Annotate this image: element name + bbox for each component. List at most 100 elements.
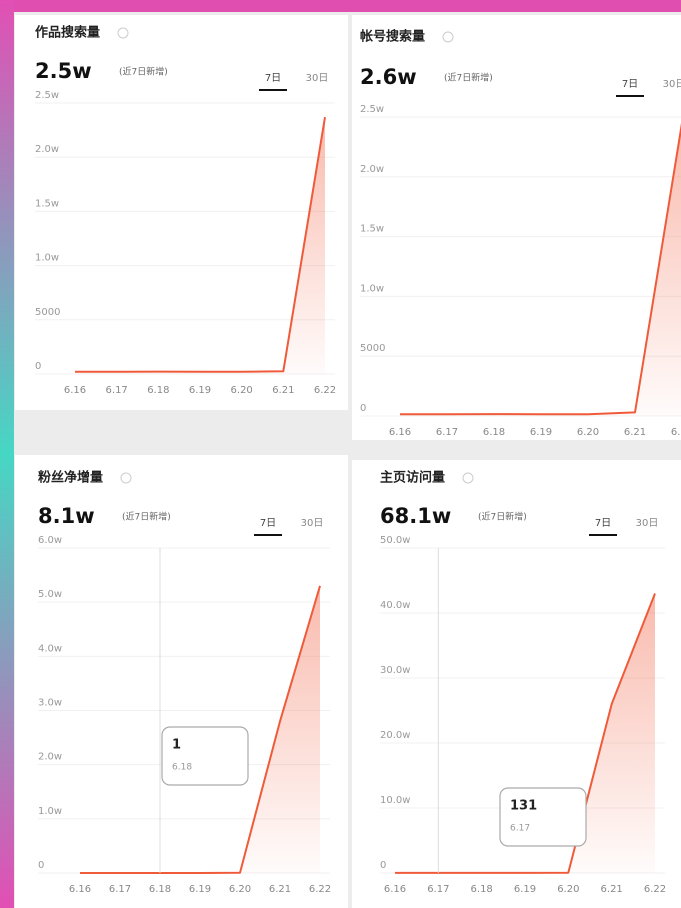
x-tick-label: 6.17 [427, 884, 449, 895]
y-tick-label: 30.0w [380, 665, 410, 676]
x-tick-label: 6.20 [557, 884, 579, 895]
y-tick-label: 6.0w [38, 535, 62, 546]
y-tick-label: 1.0w [360, 283, 384, 294]
total: 68.1w [380, 504, 451, 528]
y-tick-label: 5.0w [38, 589, 62, 600]
x-tick-label: 6.21 [269, 884, 291, 895]
card: 作品搜索量 2.5w (近7日新增) 7日 30日 0 5000 1.0w 1.5w 2.0w 2.… [15, 15, 348, 410]
info-icon [117, 27, 129, 39]
x-tick-label: 6.18 [149, 884, 171, 895]
line [400, 122, 681, 416]
area [80, 585, 320, 873]
x-tick-label: 6.19 [514, 884, 536, 895]
x-tick-label: 6.17 [109, 884, 131, 895]
card: 主页访问量 68.1w (近7日新增) 7日 30日 0 10.0w 20.0w 30.0w 40… [352, 460, 681, 908]
info-icon [120, 472, 132, 484]
y-tick-label: 5000 [360, 343, 385, 354]
subtitle: (近7日新增) [119, 66, 168, 78]
tab[interactable]: 30日 [663, 79, 681, 90]
tab[interactable]: 30日 [306, 73, 329, 84]
area [400, 129, 681, 416]
y-tick-label: 2.0w [38, 752, 62, 763]
tooltip [499, 787, 587, 847]
y-tick-label: 0 [360, 403, 366, 414]
tab[interactable]: 7日 [265, 73, 281, 84]
x-tick-label: 6.21 [272, 385, 294, 396]
area [395, 593, 655, 873]
x-tick-label: 6.22 [644, 884, 666, 895]
y-tick-label: 40.0w [380, 600, 410, 611]
tooltip-value: 1 [172, 738, 181, 753]
x-tick-label: 6.20 [231, 385, 253, 396]
x-tick-label: 6.20 [229, 884, 251, 895]
top-border [0, 0, 681, 12]
card-title: 作品搜索量 [35, 25, 100, 41]
y-tick-label: 0 [380, 860, 386, 871]
x-tick-label: 6.18 [483, 427, 505, 438]
x-tick-label: 6.16 [69, 884, 91, 895]
subtitle: (近7日新增) [122, 511, 171, 523]
tab[interactable]: 7日 [595, 518, 611, 529]
line [75, 116, 326, 373]
total: 2.5w [35, 59, 92, 83]
tooltip [161, 726, 249, 786]
y-tick-label: 1.0w [38, 806, 62, 817]
card-bg [352, 15, 681, 440]
total: 2.6w [360, 65, 417, 89]
subtitle: (近7日新增) [444, 72, 493, 84]
card: 帐号搜索量 2.6w (近7日新增) 7日 30日 0 5000 1.0w 1.5w 2.0w 2.… [352, 15, 681, 440]
x-tick-label: 6.21 [624, 427, 646, 438]
tooltip-value: 131 [510, 799, 537, 814]
card-title: 粉丝净增量 [38, 470, 103, 486]
x-tick-label: 6.22 [314, 385, 336, 396]
x-tick-label: 6.16 [384, 884, 406, 895]
cards: 作品搜索量 2.5w (近7日新增) 7日 30日 0 5000 1.0w 1.5w 2.0w 2.… [15, 15, 681, 908]
x-tick-label: 6.19 [189, 385, 211, 396]
x-tick-label: 6.17 [436, 427, 458, 438]
y-tick-label: 2.0w [35, 144, 59, 155]
y-tick-label: 2.5w [35, 90, 59, 101]
x-tick-label: 6.19 [530, 427, 552, 438]
y-tick-label: 0 [38, 860, 44, 871]
tab[interactable]: 30日 [301, 518, 324, 529]
tab[interactable]: 7日 [260, 518, 276, 529]
y-tick-label: 10.0w [380, 795, 410, 806]
line [80, 585, 321, 874]
tooltip-category: 6.18 [172, 763, 192, 773]
card-title: 帐号搜索量 [360, 29, 425, 45]
x-tick-label: 6.21 [601, 884, 623, 895]
subtitle: (近7日新增) [478, 511, 527, 523]
tooltip-category: 6.17 [510, 824, 530, 834]
x-tick-label: 6.18 [147, 385, 169, 396]
info-icon [442, 31, 454, 43]
left-border [0, 0, 14, 908]
y-tick-label: 0 [35, 361, 41, 372]
y-tick-label: 5000 [35, 307, 60, 318]
x-tick-label: 6.22 [671, 427, 681, 438]
y-tick-label: 1.5w [360, 224, 384, 235]
y-tick-label: 4.0w [38, 643, 62, 654]
x-tick-label: 6.20 [577, 427, 599, 438]
y-tick-label: 2.5w [360, 104, 384, 115]
y-tick-label: 1.0w [35, 253, 59, 264]
card: 粉丝净增量 8.1w (近7日新增) 7日 30日 0 1.0w 2.0w 3.0w 4.0w 5.… [15, 455, 348, 908]
x-tick-label: 6.22 [309, 884, 331, 895]
card-title: 主页访问量 [380, 470, 445, 486]
tab[interactable]: 7日 [622, 79, 638, 90]
y-tick-label: 20.0w [380, 730, 410, 741]
total: 8.1w [38, 504, 95, 528]
tab[interactable]: 30日 [636, 518, 659, 529]
y-tick-label: 2.0w [360, 164, 384, 175]
x-tick-label: 6.19 [189, 884, 211, 895]
x-tick-label: 6.16 [389, 427, 411, 438]
y-tick-label: 3.0w [38, 698, 62, 709]
x-tick-label: 6.18 [471, 884, 493, 895]
y-tick-label: 50.0w [380, 535, 410, 546]
x-tick-label: 6.17 [106, 385, 128, 396]
x-tick-label: 6.16 [64, 385, 86, 396]
area [75, 117, 325, 374]
info-icon [462, 472, 474, 484]
y-tick-label: 1.5w [35, 198, 59, 209]
